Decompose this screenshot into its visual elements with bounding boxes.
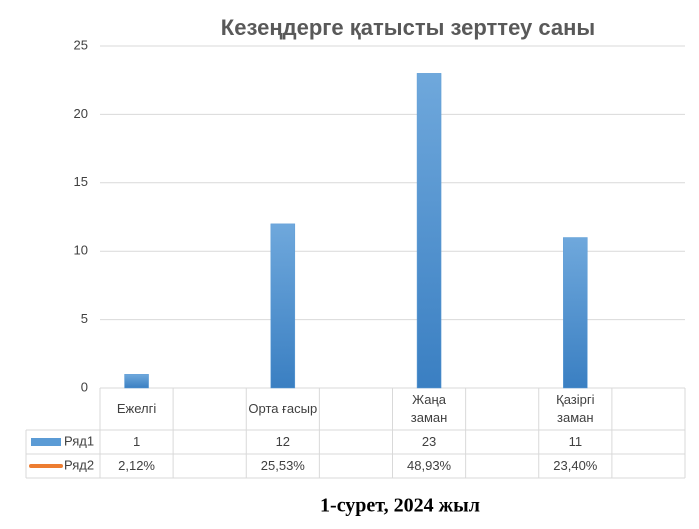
legend-key — [31, 438, 61, 446]
table-value-box: 1 — [132, 433, 141, 449]
category-label: Ежелгі — [116, 400, 157, 416]
table-value-box: 48,93% — [407, 457, 452, 473]
table-value-box: 25,53% — [260, 457, 305, 473]
table-value: 25,53% — [260, 457, 305, 473]
table-value-box: 11 — [568, 433, 583, 449]
table-value-box: 2,12% — [118, 457, 155, 473]
category-label-box: Ежелгі — [116, 400, 157, 416]
table-value: 2,12% — [118, 457, 155, 473]
table-value: 11 — [568, 433, 583, 449]
y-tick-label: 5 — [81, 311, 88, 326]
bar — [270, 223, 296, 389]
table-value: 1 — [132, 433, 141, 449]
y-tick-label: 15 — [74, 174, 88, 189]
y-tick-label: 0 — [81, 379, 88, 394]
category-label: Орта ғасыр — [248, 400, 318, 416]
table-value-box: 23 — [421, 433, 437, 449]
table-value-box: 12 — [275, 433, 291, 449]
bar — [124, 374, 149, 389]
table-value-box: 23,40% — [553, 457, 598, 473]
table-value: 48,93% — [407, 457, 452, 473]
category-label: Қазіргі заман — [556, 391, 595, 425]
category-label-box: Қазіргі заман — [556, 391, 595, 425]
category-label: Жаңа заман — [410, 391, 448, 425]
chart-title: Кезеңдерге қатысты зерттеу саны — [221, 15, 595, 40]
y-tick-label: 10 — [74, 243, 88, 258]
legend-label: Ряд1 — [64, 433, 94, 448]
bar — [416, 73, 442, 389]
table-value: 12 — [275, 433, 291, 449]
y-tick-label: 20 — [74, 106, 88, 121]
category-label-box: Орта ғасыр — [248, 400, 318, 416]
caption: 1-сурет, 2024 жыл — [320, 495, 480, 517]
y-tick-label: 25 — [74, 37, 88, 52]
table-value: 23,40% — [553, 457, 598, 473]
bar — [563, 237, 588, 389]
table-value: 23 — [421, 433, 437, 449]
legend-label: Ряд2 — [64, 457, 94, 472]
category-label-box: Жаңа заман — [410, 391, 448, 425]
